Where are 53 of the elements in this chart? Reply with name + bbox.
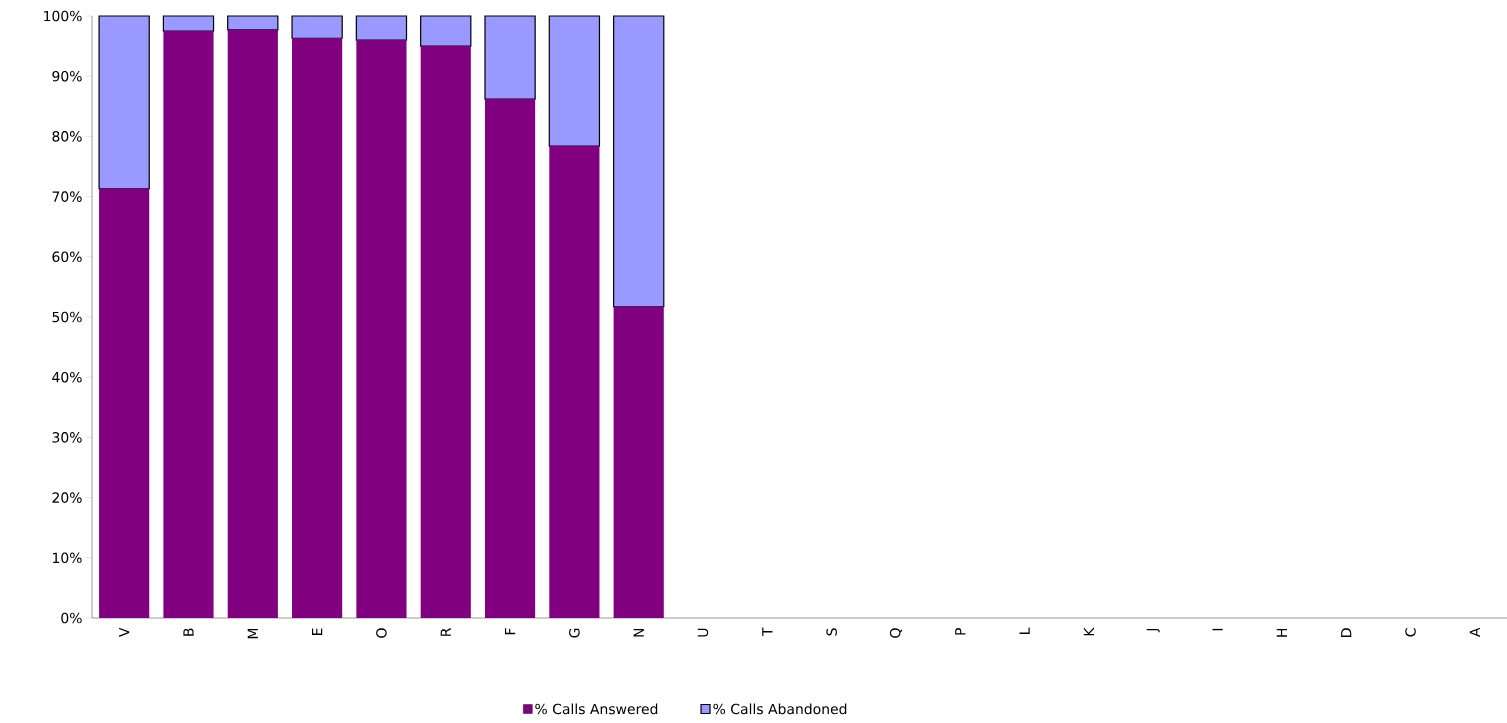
x-tick-label: D <box>1341 628 1352 637</box>
bar <box>613 15 665 308</box>
y-tick-label: 50% <box>52 311 82 323</box>
x-tick-label: C <box>1405 628 1416 637</box>
y-tick-label: 0% <box>61 612 82 624</box>
x-tick-label: A <box>1469 627 1480 637</box>
y-tick-label: 30% <box>52 432 82 443</box>
bar <box>163 31 214 618</box>
x-tick-label: U <box>697 628 709 637</box>
legend-label: % Calls Abandoned <box>713 703 847 715</box>
x-tick-label: N <box>633 628 644 637</box>
bar <box>355 15 408 41</box>
legend-label: % Calls Answered <box>535 703 658 715</box>
y-tick-label: 100% <box>44 10 82 22</box>
x-tick-label: P <box>955 627 966 635</box>
y-tick-label: 40% <box>52 371 82 383</box>
bar <box>162 15 215 32</box>
x-tick-label: I <box>1212 628 1223 631</box>
bar <box>356 40 407 618</box>
x-tick-label: E <box>312 628 323 635</box>
bar <box>292 38 343 618</box>
bar <box>291 15 343 39</box>
bar <box>484 99 536 618</box>
bar <box>227 15 279 31</box>
x-tick-label: H <box>1276 628 1287 637</box>
bar <box>420 15 472 47</box>
bar <box>613 306 664 618</box>
bar <box>99 188 150 618</box>
x-tick-label: F <box>504 628 516 635</box>
y-tick-label: 70% <box>52 191 82 202</box>
bar <box>98 15 150 190</box>
y-tick-label: 10% <box>53 552 82 564</box>
x-tick-label: L <box>1019 627 1030 634</box>
x-tick-label: K <box>1083 627 1095 636</box>
bar <box>420 46 471 618</box>
y-tick-label: 80% <box>52 131 82 142</box>
x-tick-label: O <box>376 628 387 638</box>
x-tick-label: M <box>247 628 258 639</box>
x-tick-label: B <box>183 628 194 636</box>
x-tick-label: V <box>119 627 130 637</box>
x-tick-label: Q <box>889 628 903 638</box>
y-tick-label: 20% <box>52 492 82 503</box>
bar <box>548 15 601 147</box>
x-tick-label: J <box>1146 628 1160 633</box>
bar <box>484 15 536 100</box>
x-tick-label: T <box>762 627 773 637</box>
y-tick-label: 90% <box>52 70 82 82</box>
y-tick-label: 60% <box>52 251 82 263</box>
bar <box>227 29 278 618</box>
x-tick-label: G <box>569 628 580 638</box>
x-tick-label: R <box>440 627 451 636</box>
bar <box>549 146 600 618</box>
x-tick-label: S <box>826 628 837 636</box>
